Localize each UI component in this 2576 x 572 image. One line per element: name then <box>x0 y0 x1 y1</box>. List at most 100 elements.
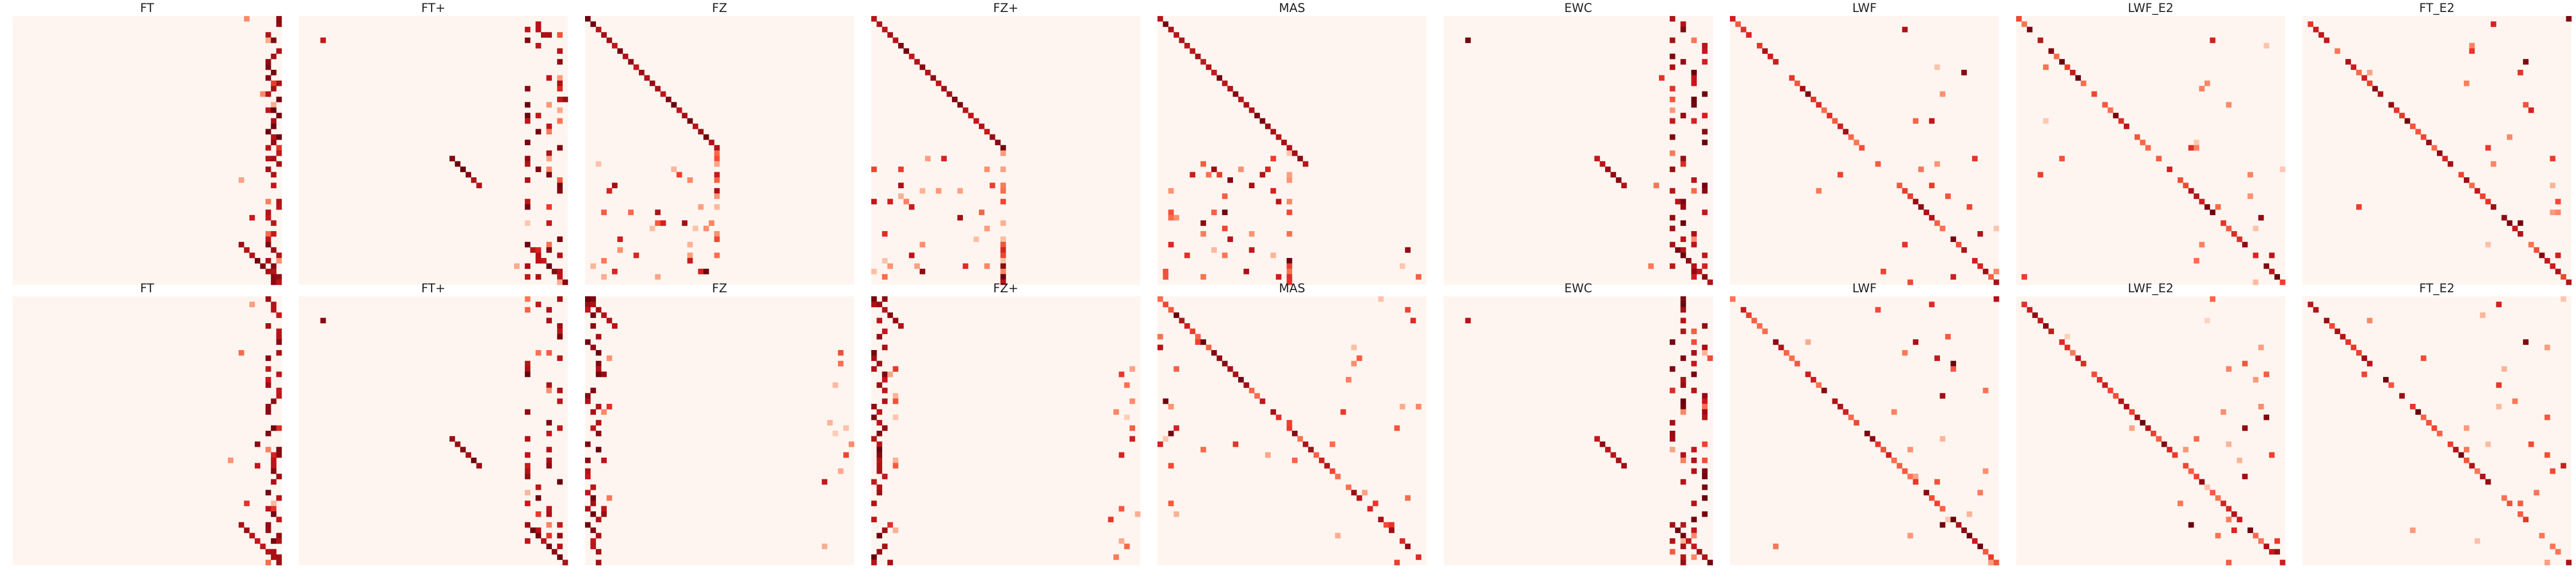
heatmap-cell <box>1972 258 1978 264</box>
heatmap-cell <box>1389 527 1394 533</box>
heatmap-cell <box>908 252 915 259</box>
heatmap-cell <box>524 452 531 458</box>
heatmap-cell <box>1680 522 1686 528</box>
heatmap-cell <box>585 474 591 479</box>
heatmap-cell <box>535 511 542 517</box>
heatmap-cell <box>265 506 271 512</box>
heatmap-cell <box>1216 75 1223 81</box>
heatmap-cell <box>2485 241 2491 248</box>
heatmap-cell <box>2231 511 2237 517</box>
heatmap-cell <box>2070 350 2076 356</box>
heatmap-cell <box>2247 193 2253 199</box>
heatmap-cell <box>876 549 883 555</box>
heatmap-cell <box>524 263 531 269</box>
heatmap-cell <box>2279 559 2286 566</box>
heatmap-cell <box>898 166 904 172</box>
heatmap-cell <box>2242 425 2248 431</box>
heatmap-cell <box>2107 387 2113 394</box>
heatmap-cell <box>1211 166 1217 172</box>
heatmap-panel: EWC <box>1444 281 1713 566</box>
heatmap-cell <box>644 75 650 81</box>
heatmap-cell <box>871 559 877 566</box>
heatmap-cell <box>2124 124 2129 129</box>
heatmap-cell <box>1680 452 1686 458</box>
heatmap-cell <box>271 307 276 313</box>
heatmap-cell <box>876 533 883 539</box>
heatmap-cell <box>1259 118 1266 124</box>
heatmap-cell <box>1680 161 1686 167</box>
heatmap-cell <box>2026 307 2033 313</box>
heatmap-cell <box>276 517 282 523</box>
heatmap-cell <box>276 533 282 539</box>
heatmap-cell <box>698 204 704 210</box>
heatmap-cell <box>265 409 271 415</box>
heatmap-cell <box>1923 490 1930 496</box>
heatmap-cell <box>2113 393 2119 399</box>
heatmap-cell <box>1702 263 1708 269</box>
heatmap-cell <box>2188 468 2194 474</box>
heatmap-cell <box>714 145 720 151</box>
heatmap-cell <box>1174 214 1179 221</box>
heatmap-cell <box>1691 339 1697 345</box>
heatmap-cell <box>2345 339 2351 345</box>
heatmap-cell <box>1811 97 1816 102</box>
heatmap-cell <box>2226 559 2232 566</box>
heatmap-cell <box>557 398 563 404</box>
heatmap-cell <box>2215 533 2221 539</box>
heatmap-cell <box>557 274 563 280</box>
heatmap-panel: MAS <box>1157 1 1427 285</box>
heatmap-cell <box>546 387 552 394</box>
heatmap-cell <box>1270 156 1277 162</box>
heatmap-cell <box>276 333 282 340</box>
heatmap-cell <box>1190 172 1196 178</box>
heatmap-cell <box>2070 70 2076 76</box>
heatmap-cell <box>882 387 888 394</box>
heatmap-cell <box>1702 414 1708 420</box>
heatmap-cell <box>655 209 661 216</box>
heatmap-cell <box>276 387 282 394</box>
heatmap-cell <box>471 458 477 463</box>
heatmap-cell <box>1129 398 1135 404</box>
panel-title: FZ+ <box>993 281 1018 295</box>
heatmap-cell <box>1702 409 1708 415</box>
heatmap-cell <box>2534 247 2539 253</box>
heatmap-cell <box>590 387 596 394</box>
heatmap-cell <box>514 263 520 269</box>
heatmap-cell <box>1675 527 1681 533</box>
heatmap-cell <box>617 247 623 253</box>
heatmap-cell <box>449 436 455 442</box>
heatmap-cell <box>265 527 271 533</box>
heatmap-cell <box>1696 268 1702 275</box>
heatmap-cell <box>676 172 682 178</box>
heatmap-cell <box>1416 274 1421 280</box>
heatmap-background <box>585 296 854 565</box>
heatmap-cell <box>265 209 271 216</box>
heatmap-cell <box>984 263 990 269</box>
heatmap-cell <box>1993 296 2000 302</box>
panel-title: FT <box>140 1 155 15</box>
heatmap-cell <box>1465 317 1471 324</box>
heatmap-cell <box>1680 409 1686 415</box>
heatmap-cell <box>1669 339 1676 345</box>
heatmap-cell <box>595 447 602 452</box>
heatmap-cell <box>2501 495 2507 501</box>
heatmap-cell <box>1669 97 1676 102</box>
heatmap-cell <box>1157 344 1163 351</box>
heatmap-cell <box>871 554 877 560</box>
heatmap-cell <box>265 91 271 97</box>
heatmap-cell <box>1982 549 1989 555</box>
heatmap-cell <box>1383 522 1389 528</box>
heatmap-cell <box>876 333 883 340</box>
heatmap-cell <box>1789 355 1795 362</box>
heatmap-cell <box>660 220 666 226</box>
heatmap-cell <box>1988 274 1994 280</box>
heatmap-cell <box>1286 177 1293 183</box>
heatmap-cell <box>276 495 282 501</box>
heatmap-cell <box>876 468 883 474</box>
heatmap-cell <box>2324 317 2330 324</box>
heatmap-cell <box>271 134 276 140</box>
heatmap-cell <box>892 37 899 43</box>
heatmap-cell <box>276 474 282 479</box>
heatmap-cell <box>265 404 271 410</box>
